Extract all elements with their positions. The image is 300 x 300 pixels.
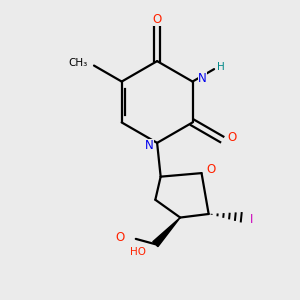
Text: O: O — [116, 231, 125, 244]
Polygon shape — [153, 218, 180, 247]
Text: CH₃: CH₃ — [68, 58, 88, 68]
Text: HO: HO — [130, 247, 146, 257]
Text: I: I — [250, 213, 254, 226]
Text: O: O — [228, 131, 237, 144]
Text: O: O — [153, 13, 162, 26]
Text: O: O — [207, 163, 216, 176]
Text: N: N — [198, 72, 207, 85]
Text: H: H — [217, 62, 224, 72]
Text: N: N — [145, 139, 154, 152]
